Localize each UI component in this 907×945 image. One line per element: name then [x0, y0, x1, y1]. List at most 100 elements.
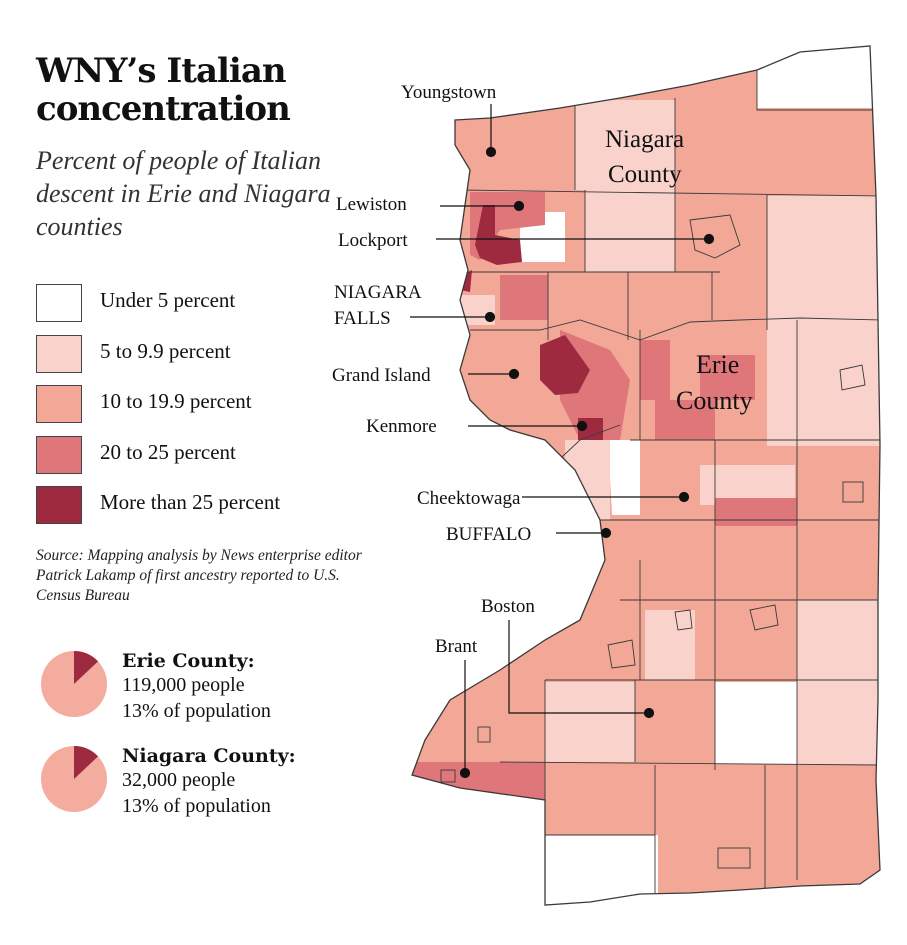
region-20-to-25 [655, 400, 715, 440]
dot-grand-island [508, 368, 520, 380]
county-label-niagara-2: County [608, 161, 682, 188]
dot-brant [459, 767, 471, 779]
legend-swatch-over-25 [36, 486, 82, 524]
county-label-niagara-line2: County [608, 161, 682, 188]
place-label-lewiston: Lewiston [336, 194, 407, 215]
page-subtitle: Percent of people of Italian descent in … [36, 146, 331, 241]
dot-lewiston [513, 200, 525, 212]
legend-label: Under 5 percent [100, 288, 236, 312]
region-over-25 [540, 335, 590, 395]
dot-lockport [703, 233, 715, 245]
county-label-erie-2: County [676, 386, 753, 415]
stat-share: 13% of population [122, 700, 271, 722]
boundary-line [459, 189, 880, 197]
county-label-erie-line1: Erie [696, 350, 739, 379]
legend-item-20-to-25: 20 to 25 percent [36, 435, 336, 487]
place-label-lockport: Lockport [338, 230, 408, 251]
source-note: Source: Mapping analysis by News enterpr… [36, 547, 362, 604]
dot-youngstown [485, 146, 497, 158]
region-5-to-9 [797, 600, 880, 680]
legend-label: 10 to 19.9 percent [100, 389, 252, 413]
legend-swatch-20-to-25 [36, 435, 82, 474]
legend-label: More than 25 percent [100, 490, 281, 514]
region-under-5 [412, 780, 545, 905]
county-label-niagara: Niagara [605, 126, 684, 153]
region-5-to-9 [545, 682, 635, 762]
pie-slice [74, 651, 99, 684]
place-label-niagara-falls-1: NIAGARA [334, 282, 422, 303]
village-outline [842, 481, 864, 503]
village-outline [717, 847, 751, 869]
boundaries [440, 70, 880, 905]
region-5-to-9 [565, 440, 610, 520]
dot-buffalo [600, 527, 612, 539]
region-5-to-9 [585, 190, 675, 272]
dot-kenmore [576, 420, 588, 432]
legend-item-under-5: Under 5 percent [36, 284, 336, 335]
stat-share: 13% of population [122, 795, 271, 817]
stat-niagara: Niagara County: 32,000 people 13% of pop… [40, 745, 340, 825]
stat-name: Erie County: [122, 650, 255, 672]
place-label-brant: Brant [435, 636, 478, 657]
place-label-boston: Boston [481, 596, 535, 617]
region-20-to-25 [715, 498, 797, 526]
village-outline [607, 639, 636, 669]
region-20-to-25 [412, 762, 545, 812]
stat-name: Niagara County: [122, 745, 296, 767]
leaders [410, 104, 715, 779]
county-line [470, 317, 880, 341]
legend-label: 5 to 9.9 percent [100, 338, 231, 363]
village-outline [477, 726, 491, 743]
region-5-to-9 [645, 610, 695, 680]
pie-slice [74, 746, 99, 779]
region-over-25 [460, 270, 472, 292]
place-label-grand-island: Grand Island [332, 365, 431, 386]
leader-boston [508, 620, 649, 714]
dot-niagara-falls [484, 311, 496, 323]
village-outline [749, 604, 779, 631]
county-label-erie: Erie [696, 350, 739, 379]
village-outline [674, 609, 693, 631]
stat-people: 32,000 people [122, 769, 236, 791]
stat-people: 119,000 people [122, 674, 245, 696]
region-5-to-9 [767, 196, 880, 446]
legend-item-5-to-9: 5 to 9.9 percent [36, 334, 336, 386]
legend-item-over-25: More than 25 percent [36, 486, 336, 537]
boundary-line [499, 761, 880, 766]
legend-swatch-10-to-19 [36, 385, 82, 423]
legend-label: 20 to 25 percent [100, 439, 236, 464]
stat-erie: Erie County: 119,000 people 13% of popul… [40, 650, 340, 730]
place-label-youngstown: Youngstown [401, 82, 497, 103]
dot-cheektowaga [678, 491, 690, 503]
legend-swatch-under-5 [36, 284, 82, 322]
region-under-5 [715, 682, 797, 764]
place-label-buffalo: BUFFALO [446, 524, 531, 545]
region-over-25 [475, 205, 522, 265]
place-label-niagara-falls-2: FALLS [334, 308, 391, 329]
legend-item-10-to-19: 10 to 19.9 percent [36, 385, 336, 436]
region-20-to-25 [500, 275, 548, 320]
boundary-line [756, 70, 880, 111]
village-outline [839, 364, 866, 391]
region-20-to-25 [700, 355, 755, 400]
county-label-niagara-line1: Niagara [605, 126, 684, 153]
region-20-to-25 [640, 340, 670, 400]
place-label-kenmore: Kenmore [366, 416, 437, 437]
pie-chart-niagara [41, 746, 107, 812]
pie-chart-erie [41, 651, 107, 717]
legend-swatch-5-to-9 [36, 334, 82, 373]
map-outline [411, 45, 881, 906]
city-outline-lockport [689, 214, 741, 259]
page-title: WNY’s Italian concentration [36, 51, 291, 129]
village-outline [440, 769, 456, 783]
region-5-to-9 [797, 680, 880, 765]
legend: Under 5 percent 5 to 9.9 percent 10 to 1… [36, 284, 336, 537]
region-5-to-9 [575, 100, 675, 190]
place-label-cheektowaga: Cheektowaga [417, 488, 521, 509]
region-under-5 [543, 835, 658, 905]
dot-boston [643, 707, 655, 719]
region-under-5 [608, 440, 640, 515]
county-label-erie-line2: County [676, 386, 753, 415]
